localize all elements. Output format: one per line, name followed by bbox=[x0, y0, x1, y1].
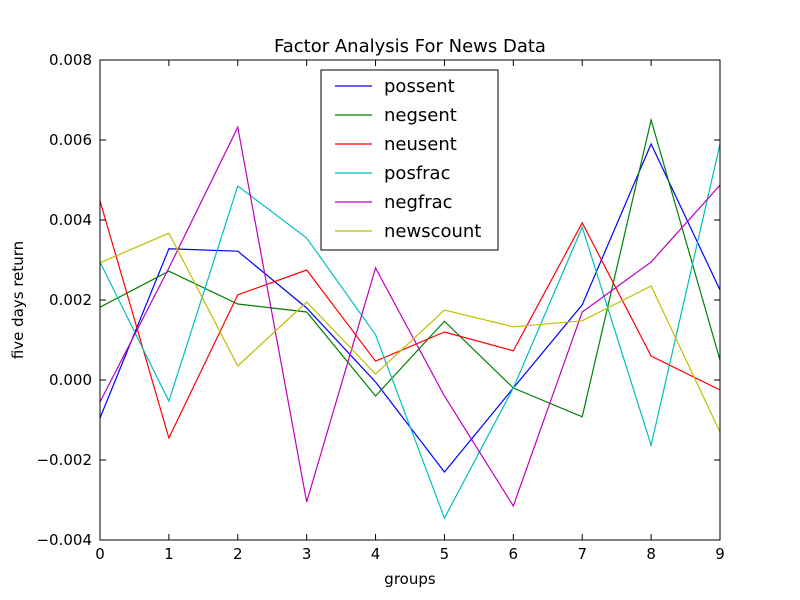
x-tick-label: 9 bbox=[715, 545, 725, 563]
x-tick-label: 8 bbox=[646, 545, 656, 563]
legend: possent negsent neusent posfrac negfrac newsc… bbox=[320, 69, 499, 251]
legend-box bbox=[320, 69, 499, 251]
x-tick-label: 6 bbox=[509, 545, 519, 563]
legend-label-negsent: negsent bbox=[384, 105, 457, 126]
x-tick-label: 1 bbox=[164, 545, 174, 563]
legend-label-possent: possent bbox=[384, 76, 455, 97]
y-tick-label: 0.000 bbox=[49, 371, 92, 389]
y-axis-title: five days return bbox=[9, 241, 27, 359]
ticks-layer: 0 1 2 3 4 5 6 7 8 9 −0.004 −0.002 0.000 0.002 0.004 0.0… bbox=[36, 51, 724, 563]
x-tick-label: 0 bbox=[95, 545, 105, 563]
series-line-posfrac bbox=[99, 143, 721, 520]
legend-label-neusent: neusent bbox=[384, 134, 457, 155]
x-tick-label: 3 bbox=[302, 545, 312, 563]
chart-title: Factor Analysis For News Data bbox=[274, 36, 546, 57]
x-tick-label: 4 bbox=[371, 545, 381, 563]
series-line-negfrac bbox=[99, 125, 721, 508]
y-tick-label: 0.006 bbox=[49, 131, 92, 149]
x-axis-title: groups bbox=[384, 570, 436, 588]
series-line-negsent bbox=[99, 117, 721, 418]
y-tick-label: −0.004 bbox=[36, 531, 92, 549]
y-tick-label: 0.008 bbox=[49, 51, 92, 69]
x-tick-label: 5 bbox=[440, 545, 450, 563]
legend-label-newscount: newscount bbox=[384, 221, 481, 242]
y-tick-label: 0.002 bbox=[49, 291, 92, 309]
series-line-newscount bbox=[99, 232, 721, 433]
x-tick-label: 7 bbox=[577, 545, 587, 563]
y-tick-label: 0.004 bbox=[49, 211, 92, 229]
legend-label-posfrac: posfrac bbox=[384, 163, 450, 184]
legend-label-negfrac: negfrac bbox=[384, 192, 453, 213]
series-line-neusent bbox=[99, 200, 721, 440]
x-tick-label: 2 bbox=[233, 545, 243, 563]
y-tick-label: −0.002 bbox=[36, 451, 92, 469]
series-layer bbox=[99, 117, 721, 520]
